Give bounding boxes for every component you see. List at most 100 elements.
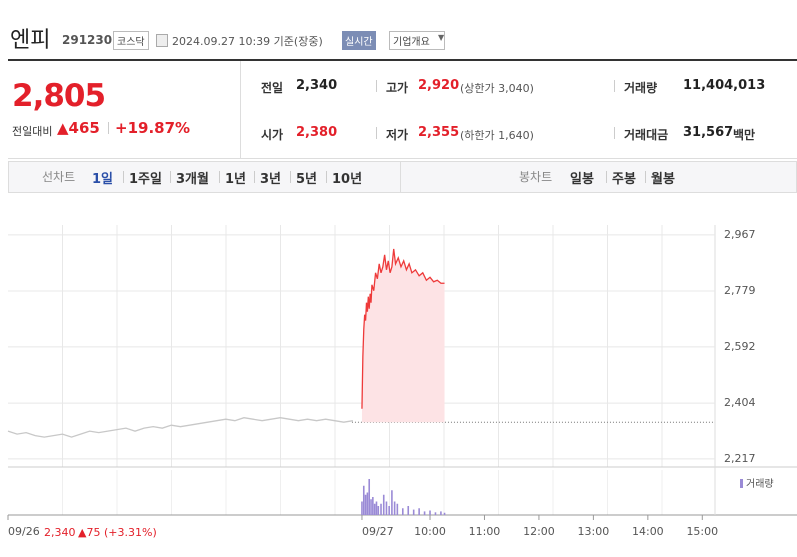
separator (290, 171, 291, 183)
x-tick-label: 09/27 (362, 525, 394, 538)
volume-bar (396, 503, 399, 515)
stat-label: 거래량 (624, 81, 658, 95)
volume-bar (391, 490, 393, 515)
stock-name: 엔피 (10, 28, 51, 53)
stat-label: 전일 (261, 81, 284, 95)
separator (123, 171, 124, 183)
volume-bar (385, 501, 388, 515)
volume-bar (366, 492, 369, 515)
tab[interactable]: 3개월 (176, 172, 209, 187)
realtime-button[interactable]: 실시간 (342, 31, 376, 50)
divider (400, 162, 401, 192)
calendar-icon (156, 34, 168, 47)
stat-value: 2,355 (418, 125, 460, 140)
chart: 2,217 2,404 2,592 2,779 2,967 09/26 09/27 10:00… (7, 225, 797, 538)
stock-code: 291230 (62, 33, 113, 47)
x-tick-label: 09/26 (8, 525, 40, 538)
stat-value: 11,404,013 (683, 78, 766, 93)
volume-bar (364, 494, 367, 515)
stat-value: 2,340 (296, 78, 338, 93)
change-label: 전일대비 (12, 125, 53, 138)
change-rate: +19.87% (115, 119, 191, 137)
y-tick-label: 2,967 (724, 228, 756, 241)
tab[interactable]: 3년 (260, 172, 282, 187)
separator (170, 171, 171, 183)
separator (219, 171, 220, 183)
separator (606, 171, 607, 183)
tab[interactable]: 10년 (332, 172, 363, 187)
y-tick-label: 2,779 (724, 284, 756, 297)
volume-bar (382, 494, 385, 515)
divider (8, 158, 797, 159)
price: 2,805 (12, 78, 106, 114)
tab[interactable]: 5년 (296, 172, 318, 187)
x-tick-label: 15:00 (686, 525, 718, 538)
footer-change: ▲75 (78, 526, 101, 539)
area (361, 248, 445, 423)
tab[interactable]: 1주일 (129, 172, 162, 187)
footer-rate: (+3.31%) (104, 526, 157, 539)
tab[interactable]: 월봉 (651, 172, 675, 187)
divider (8, 59, 797, 61)
tab[interactable]: 1년 (225, 172, 247, 187)
price-line (361, 248, 445, 409)
volume-bar (370, 499, 372, 515)
price-line (7, 417, 353, 438)
stat-value: 31,567 (683, 125, 734, 140)
legend-swatch (740, 479, 743, 488)
stat-label: 거래대금 (624, 128, 669, 142)
volume-bar (373, 503, 376, 515)
volume-bar (401, 508, 404, 515)
stat-value: 2,380 (296, 125, 338, 140)
dropdown-arrow: ▼ (438, 33, 445, 42)
volume-bar (440, 511, 442, 515)
y-tick-label: 2,217 (724, 452, 756, 465)
tab-group-label: 봉차트 (519, 170, 553, 184)
y-tick-label: 2,592 (724, 340, 756, 353)
change: ▲465 (57, 119, 100, 137)
volume-bar (407, 506, 410, 515)
x-tick-label: 13:00 (578, 525, 610, 538)
volume-bar (443, 512, 446, 515)
volume-bar (412, 509, 415, 515)
stat-label: 저가 (386, 128, 409, 142)
x-tick-label: 14:00 (632, 525, 664, 538)
volume-bar (361, 501, 363, 515)
y-tick-label: 2,404 (724, 396, 756, 409)
volume-bar (362, 485, 365, 515)
volume-bar (380, 503, 382, 515)
tab[interactable]: 주봉 (612, 172, 636, 187)
volume-bar (388, 506, 390, 515)
volume-bar (377, 506, 380, 515)
volume-bar (372, 497, 374, 515)
company-info-button[interactable]: 기업개요 (389, 31, 445, 50)
x-tick-label: 12:00 (523, 525, 555, 538)
volume-bar (368, 479, 371, 515)
stat-note: (하한가 1,640) (460, 129, 534, 142)
tab[interactable]: 1일 (92, 172, 114, 187)
legend-label: 거래량 (746, 478, 774, 490)
market-badge: 코스닥 (113, 31, 149, 50)
tab[interactable]: 일봉 (570, 172, 594, 187)
stat-label: 고가 (386, 81, 409, 95)
stat-value: 2,920 (418, 78, 460, 93)
tab-bar: 선차트 1일 1주일 3개월 1년 3년 5년 10년 봉차트 일봉 주봉 월봉 (8, 161, 797, 193)
stat-unit: 백만 (733, 128, 756, 142)
volume-bar (429, 510, 431, 515)
timestamp: 2024.09.27 10:39 기준(장중) (172, 35, 323, 48)
volume-bar (434, 512, 437, 515)
volume-bar (418, 508, 420, 515)
volume-bar (423, 511, 426, 515)
footer-close: 2,340 (44, 526, 76, 539)
volume-bar (375, 501, 378, 515)
volume-bar (393, 501, 396, 515)
separator (645, 171, 646, 183)
separator (254, 171, 255, 183)
divider (240, 61, 241, 158)
x-tick-label: 10:00 (414, 525, 446, 538)
x-tick-label: 11:00 (469, 525, 501, 538)
separator (326, 171, 327, 183)
stat-label: 시가 (261, 128, 284, 142)
stat-note: (상한가 3,040) (460, 82, 534, 95)
